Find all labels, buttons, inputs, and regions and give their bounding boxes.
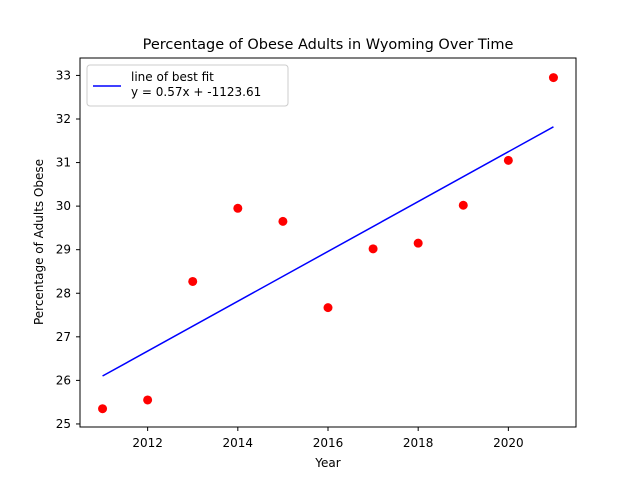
legend-series-equation: y = 0.57x + -1123.61 bbox=[131, 85, 261, 99]
y-tick-label: 30 bbox=[56, 199, 71, 213]
axes-frame bbox=[79, 57, 577, 428]
data-point bbox=[278, 216, 288, 226]
x-axis-label: Year bbox=[314, 456, 340, 470]
best-fit-line bbox=[102, 126, 554, 377]
y-tick-label: 33 bbox=[56, 68, 71, 82]
legend: line of best fit y = 0.57x + -1123.61 bbox=[86, 64, 289, 107]
x-tick-label: 2014 bbox=[223, 436, 254, 450]
y-tick-label: 29 bbox=[56, 243, 71, 257]
data-point bbox=[233, 203, 243, 213]
y-tick-label: 32 bbox=[56, 112, 71, 126]
x-tick-label: 2020 bbox=[493, 436, 524, 450]
data-point bbox=[143, 395, 153, 405]
data-point bbox=[458, 200, 468, 210]
data-point bbox=[413, 238, 423, 248]
x-tick-label: 2018 bbox=[403, 436, 434, 450]
x-axis-ticks: 2012 2014 2016 2018 2020 bbox=[132, 427, 524, 450]
plot-area bbox=[98, 73, 558, 414]
data-point bbox=[368, 244, 378, 254]
data-point bbox=[98, 404, 108, 414]
y-tick-label: 25 bbox=[56, 417, 71, 431]
y-tick-label: 31 bbox=[56, 156, 71, 170]
y-axis-ticks: 25 26 27 28 29 30 31 32 33 bbox=[56, 68, 80, 431]
data-point bbox=[548, 73, 558, 83]
y-axis-label: Percentage of Adults Obese bbox=[32, 159, 46, 325]
y-tick-label: 27 bbox=[56, 330, 71, 344]
data-point bbox=[503, 155, 513, 165]
legend-box bbox=[86, 64, 289, 107]
y-tick-label: 26 bbox=[56, 373, 71, 387]
data-point bbox=[188, 276, 198, 286]
data-point bbox=[323, 303, 333, 313]
x-tick-label: 2012 bbox=[132, 436, 163, 450]
legend-series-name: line of best fit bbox=[131, 70, 214, 84]
y-tick-label: 28 bbox=[56, 286, 71, 300]
chart-title: Percentage of Obese Adults in Wyoming Ov… bbox=[143, 37, 514, 53]
x-tick-label: 2016 bbox=[313, 436, 344, 450]
